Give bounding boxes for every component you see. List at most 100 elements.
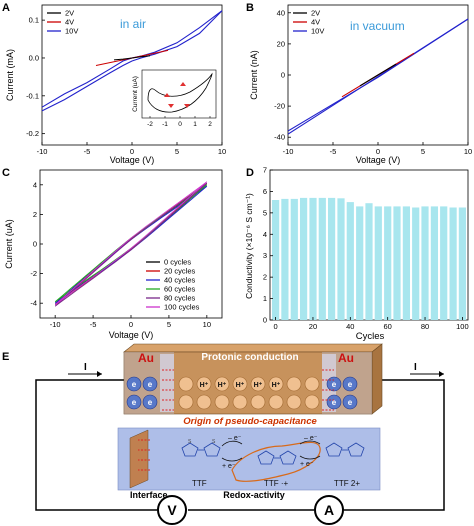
inset-xtick-label: 0: [178, 121, 182, 128]
plus-e-label-1: + e⁻: [222, 463, 236, 470]
a-xtick-label: 5: [175, 147, 179, 156]
ttf-rad-ring-1: [257, 450, 275, 465]
c-xtick-label: -10: [50, 320, 61, 329]
panel-d-ticks: 0 20 40 60 80 100 7 6 5 4 3 2 1 0: [263, 166, 469, 332]
electron-sphere-label: e: [348, 380, 353, 389]
ttf-ring-1: [181, 442, 199, 457]
c-legend-label: 40 cycles: [164, 276, 196, 285]
ttf-dication-molecule: [325, 442, 365, 457]
d-bar: [421, 206, 429, 320]
a-ytick-label: -0.2: [26, 129, 39, 138]
panel-e-letter: E: [2, 351, 9, 363]
proton-sphere: [286, 376, 302, 392]
d-bar: [281, 198, 289, 320]
panel-b: B -10 -5 0 5 10 40 20 0 -20 -40 in vacuum 2V4V10V…: [246, 2, 472, 165]
ttf-label-neutral: TTF: [192, 479, 207, 488]
d-bar: [458, 207, 466, 320]
d-ytick-label: 4: [263, 230, 267, 239]
c-xtick-label: 5: [167, 320, 171, 329]
d-bar: [290, 198, 298, 320]
d-xtick-label: 100: [456, 322, 469, 331]
d-bar: [374, 206, 382, 320]
current-label-right: I: [414, 362, 417, 373]
d-ytick-label: 2: [263, 273, 267, 282]
ammeter: [314, 495, 344, 525]
panel-d-ylabel: Conductivity (×10⁻⁶ S cm⁻¹): [244, 193, 254, 299]
panel-c-xlabel: Voltage (V): [109, 330, 154, 340]
d-ytick-label: 0: [263, 316, 267, 325]
b-ytick-label: -40: [274, 133, 285, 142]
etransfer-arrow-3: [299, 440, 321, 445]
c-series-reverse: [54, 182, 208, 307]
d-xtick-label: 0: [274, 322, 278, 331]
ttf-ring-2: [203, 442, 221, 457]
d-bar: [272, 200, 280, 320]
inset-marker-1: [164, 93, 170, 97]
c-ytick-label: 0: [33, 240, 37, 249]
electron-sphere-label: e: [132, 398, 137, 407]
panel-d: D 0 20 40 60 80 100 7 6 5 4 3 2 1 0 Cycles Conductivi…: [244, 166, 469, 343]
a-ytick-label: -0.1: [26, 91, 39, 100]
proton-spheres: H⁺ H⁺ H⁺ H⁺ H⁺: [178, 376, 320, 410]
b-xtick-label: 10: [464, 147, 472, 156]
a-series-2v: [113, 55, 151, 61]
panel-b-xlabel: Voltage (V): [356, 155, 401, 165]
ttf-radical-outline: [231, 441, 321, 482]
proton-sphere-label: H⁺: [200, 382, 209, 389]
electron-sphere: [342, 376, 358, 392]
inset-ticks: -2 -1 0 1 2: [147, 116, 212, 128]
b-ytick-label: 40: [277, 8, 285, 17]
d-ytick-label: 6: [263, 187, 267, 196]
ttf-sulfur-label-1: S: [188, 439, 192, 445]
interface-electron-arrows: [138, 439, 150, 471]
circuit-wire-right: [344, 379, 445, 511]
c-series-forward: [54, 182, 208, 307]
c-legend-label: 20 cycles: [164, 267, 196, 276]
panel-d-bars: [272, 197, 466, 320]
a-series-10v-reverse: [41, 10, 223, 112]
panel-c-ticks: -10 -5 0 5 10 4 2 0 -2 -4: [30, 180, 211, 329]
ttf-di-ring-2: [347, 442, 365, 457]
interface-label: Interface: [130, 490, 168, 500]
ttf-sulfur-label-2: S: [212, 439, 216, 445]
voltmeter: [157, 495, 187, 525]
d-bar: [430, 206, 438, 320]
electron-transfer-arrows: [221, 440, 321, 462]
b-legend-label: 2V: [311, 9, 320, 18]
d-bar: [356, 206, 364, 320]
d-bar: [440, 206, 448, 320]
d-xtick-label: 60: [384, 322, 392, 331]
proton-sphere: [214, 394, 230, 410]
proton-sphere: [286, 394, 302, 410]
a-xtick-label: -5: [84, 147, 91, 156]
c-legend-label: 100 cycles: [164, 303, 200, 312]
b-xtick-label: -10: [283, 147, 294, 156]
b-legend-label: 4V: [311, 18, 320, 27]
panel-b-ylabel: Current (nA): [249, 50, 259, 100]
etransfer-arrow-4: [299, 455, 321, 460]
ttf-label-radical: TTF ·+: [264, 479, 289, 488]
panel-a-xlabel: Voltage (V): [110, 155, 155, 165]
d-bar: [449, 207, 457, 320]
inset-xtick-label: -1: [162, 121, 168, 128]
b-ytick-label: -20: [274, 102, 285, 111]
electron-sphere: [326, 394, 342, 410]
inset-marker-2: [180, 82, 186, 86]
inset-xtick-label: 2: [208, 121, 212, 128]
electron-spheres: e ee ee ee e: [126, 376, 358, 410]
inset-xtick-label: 1: [193, 121, 197, 128]
electron-sphere: [342, 394, 358, 410]
inset-cv-curve: [147, 72, 213, 113]
redox-activity-label: Redox-activity: [223, 490, 285, 500]
current-label-left: I: [84, 362, 87, 373]
panel-a-letter: A: [2, 2, 10, 14]
electron-sphere-label: e: [132, 380, 137, 389]
panel-b-ticks: -10 -5 0 5 10 40 20 0 -20 -40: [274, 8, 472, 156]
a-xtick-label: 0: [130, 147, 134, 156]
panel-b-letter: B: [246, 2, 254, 14]
d-ytick-label: 5: [263, 208, 267, 217]
